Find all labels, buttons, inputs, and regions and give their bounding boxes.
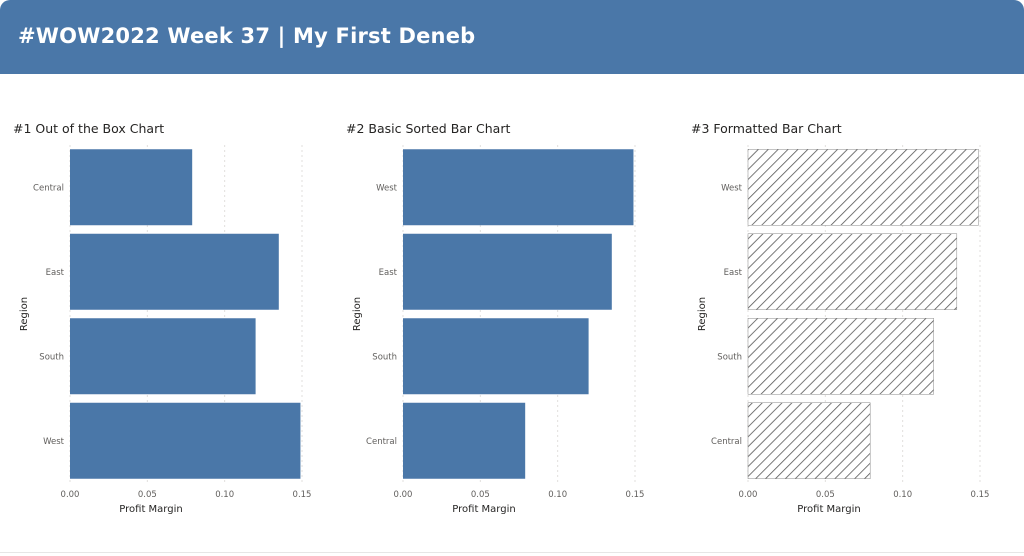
category-label: Central [366, 437, 397, 447]
x-tick-label: 0.00 [739, 490, 758, 500]
chart-3-formatted[interactable]: West East South Central 0.00 0.05 0.10 0.15 Prof… [678, 140, 1008, 520]
x-tick-label: 0.05 [471, 490, 490, 500]
category-label: Central [711, 437, 742, 447]
x-axis-title: Profit Margin [119, 504, 182, 515]
category-label: South [372, 352, 397, 362]
bar-central [70, 149, 193, 226]
category-label: West [721, 183, 743, 193]
chart-1-out-of-the-box[interactable]: Central East South West 0.00 0.05 0.10 0.15 Prof… [0, 140, 330, 520]
x-axis-title: Profit Margin [452, 504, 515, 515]
bar-west [747, 149, 979, 226]
report-header: #WOW2022 Week 37 | My First Deneb [0, 0, 1024, 74]
bar-east [403, 233, 612, 310]
bar-central [747, 402, 871, 479]
category-label: South [39, 352, 64, 362]
bar-south [70, 318, 256, 395]
category-label: South [717, 352, 742, 362]
bar-east [70, 233, 279, 310]
x-tick-label: 0.15 [293, 490, 312, 500]
y-axis-title: Region [19, 297, 30, 331]
x-tick-label: 0.00 [61, 490, 80, 500]
x-tick-label: 0.05 [816, 490, 835, 500]
x-tick-label: 0.05 [138, 490, 157, 500]
category-label: East [379, 268, 398, 278]
bar-south [747, 318, 934, 395]
bar-west [70, 402, 301, 479]
bar-east [747, 233, 958, 310]
chart-2-title: #2 Basic Sorted Bar Chart [346, 121, 511, 136]
x-tick-label: 0.10 [215, 490, 234, 500]
report-title: #WOW2022 Week 37 | My First Deneb [18, 24, 476, 48]
y-axis-title: Region [697, 297, 708, 331]
x-tick-label: 0.15 [626, 490, 645, 500]
x-tick-label: 0.00 [394, 490, 413, 500]
chart-2-basic-sorted[interactable]: West East South Central 0.00 0.05 0.10 0.15 Prof… [333, 140, 663, 520]
x-tick-label: 0.10 [893, 490, 912, 500]
category-label: East [724, 268, 743, 278]
category-label: Central [33, 183, 64, 193]
bar-south [403, 318, 589, 395]
category-label: East [46, 268, 65, 278]
y-axis-title: Region [352, 297, 363, 331]
bar-central [403, 402, 526, 479]
x-tick-label: 0.15 [971, 490, 990, 500]
category-label: West [43, 437, 65, 447]
x-axis-title: Profit Margin [797, 504, 860, 515]
bottom-divider [0, 552, 1024, 553]
bar-west [403, 149, 634, 226]
category-label: West [376, 183, 398, 193]
chart-1-title: #1 Out of the Box Chart [13, 121, 165, 136]
x-tick-label: 0.10 [548, 490, 567, 500]
chart-3-title: #3 Formatted Bar Chart [691, 121, 842, 136]
